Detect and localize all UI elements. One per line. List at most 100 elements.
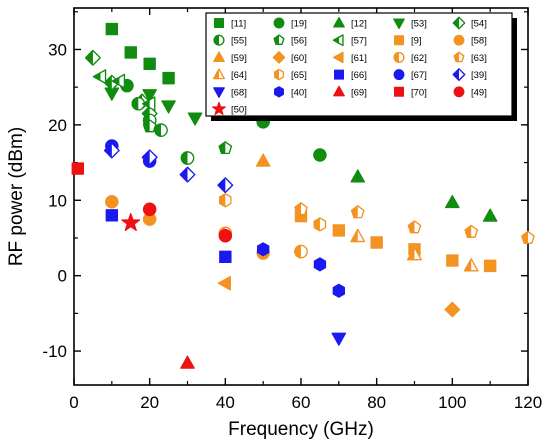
data-point: [313, 257, 327, 272]
legend-marker: [273, 34, 285, 45]
legend-item: [62]: [393, 51, 427, 64]
data-point: [187, 112, 203, 126]
legend-marker: [452, 68, 466, 81]
legend-label: [60]: [291, 53, 307, 64]
x-tick-label: 120: [514, 393, 542, 412]
data-point: [331, 332, 347, 346]
data-point: [407, 220, 422, 234]
data-point: [124, 46, 137, 59]
legend-box: [205, 12, 513, 117]
legend-label: [65]: [291, 70, 307, 81]
data-point: [111, 73, 126, 89]
legend-marker: [213, 68, 225, 80]
tick-labels: 0 20 40 60 80 100 120 -10 0 10 20 30: [42, 40, 542, 412]
legend-item: [12]: [333, 16, 367, 30]
legend-item: [70]: [394, 86, 427, 98]
legend-label: [19]: [291, 19, 307, 30]
legend-marker: [333, 85, 345, 97]
data-point: [131, 96, 146, 111]
data-point: [294, 202, 308, 216]
y-tick-label: 20: [48, 116, 67, 135]
data-point: [464, 224, 478, 238]
legend-item: [49]: [453, 86, 487, 98]
data-point: [313, 148, 327, 162]
data-points: [71, 22, 535, 369]
legend-marker: [212, 101, 226, 115]
legend-item: [40]: [274, 86, 307, 98]
data-point: [294, 244, 308, 259]
legend-label: [39]: [471, 70, 487, 81]
legend-marker: [272, 51, 286, 64]
legend-label: [49]: [471, 87, 487, 98]
legend-label: [69]: [351, 87, 367, 98]
y-tick-label: 30: [48, 40, 67, 59]
data-point: [154, 123, 168, 137]
legend-item: [68]: [213, 87, 247, 98]
legend-marker: [273, 17, 285, 29]
data-point: [179, 166, 196, 183]
x-tick-label: 100: [438, 393, 466, 412]
legend-label: [55]: [231, 36, 247, 47]
data-point: [142, 119, 157, 133]
legend-item: [11]: [214, 18, 246, 30]
data-point: [217, 275, 231, 291]
data-point: [255, 153, 271, 167]
legend-item: [53]: [393, 18, 427, 30]
legend-item: [58]: [453, 34, 487, 47]
legend-label: [68]: [231, 87, 247, 98]
legend-label: [59]: [231, 53, 247, 64]
data-point: [351, 205, 365, 219]
legend-item: [65]: [274, 68, 307, 81]
data-point: [142, 89, 157, 103]
x-tick-label: 0: [69, 393, 78, 412]
legend-label: [9]: [411, 36, 422, 47]
legend-label: [58]: [471, 36, 487, 47]
x-tick-label: 40: [216, 393, 235, 412]
data-point: [92, 69, 107, 84]
data-point: [121, 212, 141, 232]
legend-item: [9]: [394, 35, 422, 47]
legend-label: [66]: [351, 70, 367, 81]
data-point: [103, 142, 120, 159]
data-point: [105, 22, 119, 36]
y-tick-label: -10: [42, 342, 67, 361]
data-point: [332, 283, 346, 298]
legend-marker: [394, 35, 404, 46]
legend-label: [53]: [411, 19, 427, 30]
data-point: [85, 49, 101, 66]
legend-marker: [453, 86, 465, 98]
data-point: [218, 141, 233, 155]
legend-label: [70]: [411, 87, 427, 98]
legend-marker: [213, 51, 225, 62]
x-axis-label: Frequency (GHz): [228, 419, 374, 440]
legend-item: [19]: [273, 17, 307, 30]
data-point: [313, 217, 327, 232]
data-point: [407, 246, 422, 261]
data-point: [141, 149, 158, 166]
legend-item: [60]: [272, 51, 307, 64]
legend-item: [64]: [213, 68, 247, 81]
data-point: [256, 242, 270, 257]
data-point: [350, 228, 366, 243]
legend-item: [67]: [393, 69, 427, 81]
legend-label: [50]: [231, 105, 247, 116]
legend-marker: [274, 68, 284, 81]
data-point: [483, 259, 497, 273]
data-point: [219, 193, 232, 208]
legend-label: [12]: [351, 19, 367, 30]
legend-label: [40]: [291, 87, 307, 98]
legend-marker: [452, 16, 466, 30]
x-tick-label: 80: [367, 393, 386, 412]
legend-item: [50]: [212, 101, 247, 116]
legend-marker: [214, 18, 224, 28]
legend-label: [64]: [231, 70, 247, 81]
legend-marker: [332, 34, 344, 47]
data-point: [219, 250, 232, 264]
data-point: [463, 258, 479, 272]
legend-marker: [393, 69, 405, 81]
y-tick-label: 0: [58, 267, 67, 286]
data-point: [71, 162, 84, 175]
legend-item: [66]: [334, 69, 367, 81]
data-point: [143, 57, 156, 70]
